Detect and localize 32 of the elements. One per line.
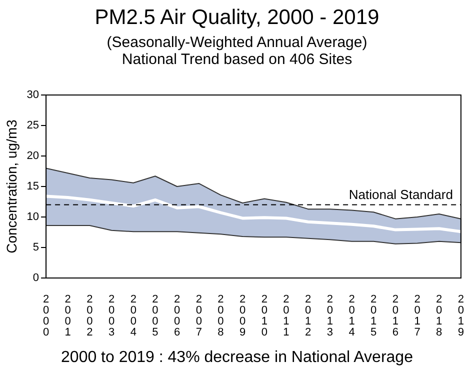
x-tick-label: 2015 — [370, 294, 377, 339]
y-tick-label: 5 — [32, 242, 40, 254]
x-tick-label: 2014 — [348, 294, 355, 339]
y-tick-label: 30 — [26, 89, 40, 102]
x-tick-label: 2002 — [86, 294, 93, 339]
x-tick-label: 2011 — [283, 294, 290, 339]
y-tick-label: 10 — [26, 211, 40, 224]
x-tick-label: 2001 — [64, 294, 71, 339]
text: 2000 to 2019 : 43% decrease in National Average — [60, 349, 414, 367]
chart-subtitle: (Seasonally-Weighted Annual Average) National Trend based on 406 Sites — [106, 34, 368, 68]
y-axis-title: Concentration, ug/m3 — [3, 119, 20, 254]
x-tick-label: 2003 — [108, 294, 115, 339]
x-tick-label: 2005 — [152, 294, 158, 339]
x-tick-label: 2010 — [261, 294, 268, 339]
y-tick-label: 25 — [26, 120, 40, 132]
x-tick-label: 2017 — [414, 294, 420, 339]
x-tick-label: 2009 — [240, 294, 246, 339]
chart-title: PM2.5 Air Quality, 2000 - 2019 — [94, 6, 380, 30]
x-tick-label: 2016 — [392, 294, 398, 339]
x-tick-label: 2004 — [130, 294, 136, 339]
y-tick-label: 20 — [26, 150, 40, 162]
y-tick-label: 0 — [32, 272, 40, 284]
x-tick-label: 2000 — [42, 294, 50, 339]
x-tick-label: 2008 — [218, 294, 224, 339]
ref-line-label: National Standard — [348, 186, 453, 202]
y-tick-label: 15 — [26, 180, 40, 193]
x-tick-label: 2019 — [458, 294, 464, 339]
x-tick-label: 2007 — [196, 294, 202, 339]
x-tick-label: 2006 — [174, 294, 180, 339]
x-tick-label: 2012 — [305, 294, 312, 339]
x-tick-label: 2013 — [326, 294, 333, 339]
x-tick-label: 2018 — [436, 294, 442, 339]
